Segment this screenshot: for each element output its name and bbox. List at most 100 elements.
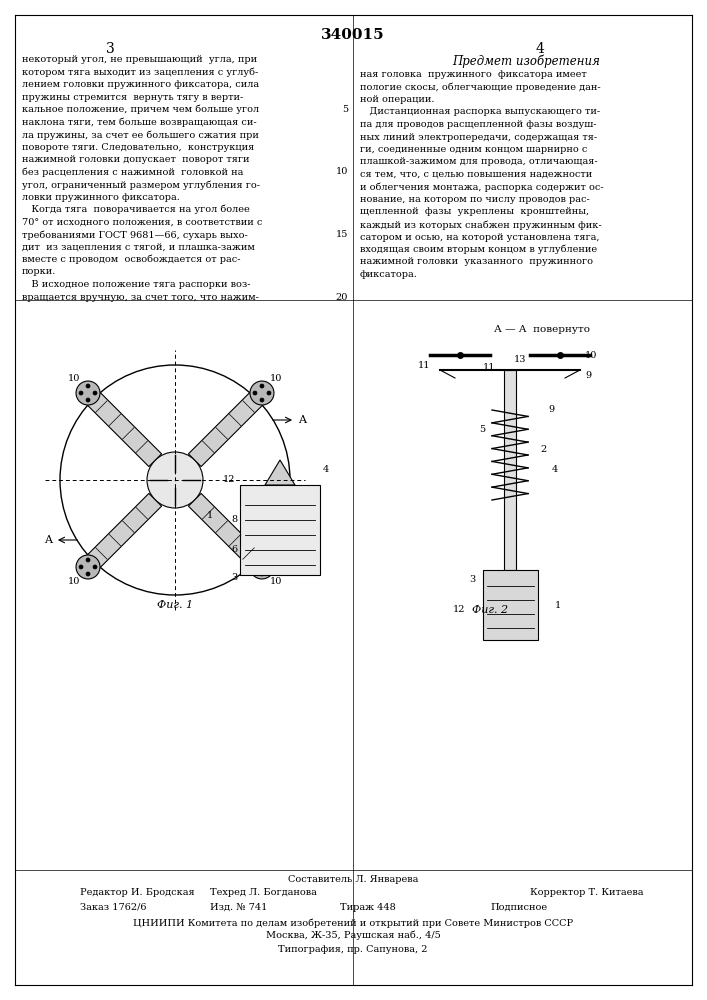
Text: и облегчения монтажа, распорка содержит ос-: и облегчения монтажа, распорка содержит … — [360, 182, 604, 192]
Text: 1: 1 — [555, 600, 561, 609]
Text: ги, соединенные одним концом шарнирно с: ги, соединенные одним концом шарнирно с — [360, 145, 588, 154]
Text: фиксатора.: фиксатора. — [360, 270, 418, 279]
Circle shape — [253, 391, 257, 395]
Text: порки.: порки. — [22, 267, 57, 276]
Bar — [482, 570, 537, 640]
Text: 11: 11 — [482, 363, 495, 372]
Circle shape — [79, 565, 83, 569]
Text: наклона тяги, тем больше возвращающая си-: наклона тяги, тем больше возвращающая си… — [22, 117, 257, 127]
Text: требованиями ГОСТ 9681—66, сухарь выхо-: требованиями ГОСТ 9681—66, сухарь выхо- — [22, 230, 247, 239]
Text: В исходное положение тяга распорки воз-: В исходное положение тяга распорки воз- — [22, 280, 250, 289]
Text: Фиг. 2: Фиг. 2 — [472, 605, 508, 615]
Text: угол, ограниченный размером углубления го-: угол, ограниченный размером углубления г… — [22, 180, 260, 190]
Text: Редактор И. Бродская: Редактор И. Бродская — [80, 888, 194, 897]
Text: 3: 3 — [105, 42, 115, 56]
Text: Изд. № 741: Изд. № 741 — [210, 903, 267, 912]
Text: входящая своим вторым концом в углубление: входящая своим вторым концом в углублени… — [360, 245, 597, 254]
Text: 340015: 340015 — [321, 28, 385, 42]
Text: па для проводов расщепленной фазы воздуш-: па для проводов расщепленной фазы воздуш… — [360, 120, 597, 129]
Text: пружины стремится  вернуть тягу в верти-: пружины стремится вернуть тягу в верти- — [22, 93, 243, 102]
Text: 1: 1 — [207, 510, 213, 520]
Text: нажимной головки допускает  поворот тяги: нажимной головки допускает поворот тяги — [22, 155, 250, 164]
Text: 3: 3 — [469, 576, 475, 584]
Circle shape — [76, 555, 100, 579]
Text: 4: 4 — [536, 42, 544, 56]
Text: 4: 4 — [552, 466, 559, 475]
Text: ся тем, что, с целью повышения надежности: ся тем, что, с целью повышения надежност… — [360, 170, 592, 179]
Text: 10: 10 — [270, 374, 282, 383]
Text: 8: 8 — [231, 516, 237, 524]
Text: ла пружины, за счет ее большего сжатия при: ла пружины, за счет ее большего сжатия п… — [22, 130, 259, 139]
Text: нажимной головки  указанного  пружинного: нажимной головки указанного пружинного — [360, 257, 593, 266]
Text: 10: 10 — [68, 374, 80, 383]
Circle shape — [253, 565, 257, 569]
Circle shape — [250, 381, 274, 405]
Text: 6: 6 — [231, 546, 237, 554]
Text: 13: 13 — [514, 356, 526, 364]
Text: ЦНИИПИ Комитета по делам изобретений и открытий при Совете Министров СССР: ЦНИИПИ Комитета по делам изобретений и о… — [133, 918, 573, 928]
Bar — [240, 485, 320, 575]
Circle shape — [260, 558, 264, 562]
Circle shape — [86, 558, 90, 562]
Text: лением головки пружинного фиксатора, сила: лением головки пружинного фиксатора, сил… — [22, 80, 259, 89]
Circle shape — [76, 381, 100, 405]
Circle shape — [260, 572, 264, 576]
Circle shape — [86, 384, 90, 388]
Circle shape — [79, 391, 83, 395]
Text: 12: 12 — [452, 605, 465, 614]
Text: 5: 5 — [342, 105, 348, 114]
Text: 10: 10 — [336, 167, 348, 176]
Text: 12: 12 — [223, 476, 235, 485]
Text: 10: 10 — [68, 577, 80, 586]
Text: А — А  повернуто: А — А повернуто — [494, 325, 590, 334]
Text: 2: 2 — [540, 446, 547, 454]
Text: Тираж 448: Тираж 448 — [340, 903, 396, 912]
Text: Техред Л. Богданова: Техред Л. Богданова — [210, 888, 317, 897]
Text: Составитель Л. Январева: Составитель Л. Январева — [288, 875, 418, 884]
Text: A: A — [44, 535, 52, 545]
Text: кальное положение, причем чем больше угол: кальное положение, причем чем больше уго… — [22, 105, 259, 114]
Text: ная головка  пружинного  фиксатора имеет: ная головка пружинного фиксатора имеет — [360, 70, 587, 79]
Polygon shape — [82, 387, 162, 467]
Text: Типография, пр. Сапунова, 2: Типография, пр. Сапунова, 2 — [279, 945, 428, 954]
Text: повороте тяги. Следовательно,  конструкция: повороте тяги. Следовательно, конструкци… — [22, 142, 255, 151]
Text: Заказ 1762/6: Заказ 1762/6 — [80, 903, 146, 912]
Text: 70° от исходного положения, в соответствии с: 70° от исходного положения, в соответств… — [22, 218, 262, 227]
Circle shape — [86, 572, 90, 576]
Text: каждый из которых снабжен пружинным фик-: каждый из которых снабжен пружинным фик- — [360, 220, 602, 230]
Text: вместе с проводом  освобождается от рас-: вместе с проводом освобождается от рас- — [22, 255, 240, 264]
Circle shape — [267, 565, 271, 569]
Text: ной операции.: ной операции. — [360, 95, 435, 104]
Text: ных линий электропередачи, содержащая тя-: ных линий электропередачи, содержащая тя… — [360, 132, 597, 141]
Text: ловки пружинного фиксатора.: ловки пружинного фиксатора. — [22, 192, 180, 202]
Text: Дистанционная распорка выпускающего ти-: Дистанционная распорка выпускающего ти- — [360, 107, 600, 116]
Text: нование, на котором по числу проводов рас-: нование, на котором по числу проводов ра… — [360, 195, 590, 204]
Text: 4: 4 — [323, 466, 329, 475]
Polygon shape — [265, 460, 295, 485]
Circle shape — [260, 398, 264, 402]
Text: некоторый угол, не превышающий  угла, при: некоторый угол, не превышающий угла, при — [22, 55, 257, 64]
Text: без расцепления с нажимной  головкой на: без расцепления с нажимной головкой на — [22, 167, 243, 177]
Text: Подписное: Подписное — [490, 903, 547, 912]
Circle shape — [93, 565, 97, 569]
Text: 9: 9 — [585, 370, 591, 379]
Text: пологие скосы, облегчающие проведение дан-: пологие скосы, облегчающие проведение да… — [360, 83, 601, 92]
Circle shape — [147, 452, 203, 508]
Text: дит  из зацепления с тягой, и плашка-зажим: дит из зацепления с тягой, и плашка-зажи… — [22, 242, 255, 251]
FancyBboxPatch shape — [504, 370, 516, 570]
Text: 3: 3 — [230, 574, 237, 582]
Text: A: A — [298, 415, 306, 425]
Text: 20: 20 — [336, 292, 348, 302]
Text: плашкой-зажимом для провода, отличающая-: плашкой-зажимом для провода, отличающая- — [360, 157, 597, 166]
Text: 11: 11 — [418, 360, 430, 369]
Text: Корректор Т. Китаева: Корректор Т. Китаева — [530, 888, 643, 897]
Circle shape — [93, 391, 97, 395]
Text: Москва, Ж-35, Раушская наб., 4/5: Москва, Ж-35, Раушская наб., 4/5 — [266, 931, 440, 940]
Text: 9: 9 — [548, 406, 554, 414]
Text: котором тяга выходит из зацепления с углуб-: котором тяга выходит из зацепления с угл… — [22, 68, 258, 77]
Text: сатором и осью, на которой установлена тяга,: сатором и осью, на которой установлена т… — [360, 232, 600, 241]
Text: Когда тяга  поворачивается на угол более: Когда тяга поворачивается на угол более — [22, 205, 250, 215]
Circle shape — [250, 555, 274, 579]
Text: Фиг. 1: Фиг. 1 — [157, 600, 193, 610]
Polygon shape — [82, 493, 162, 573]
